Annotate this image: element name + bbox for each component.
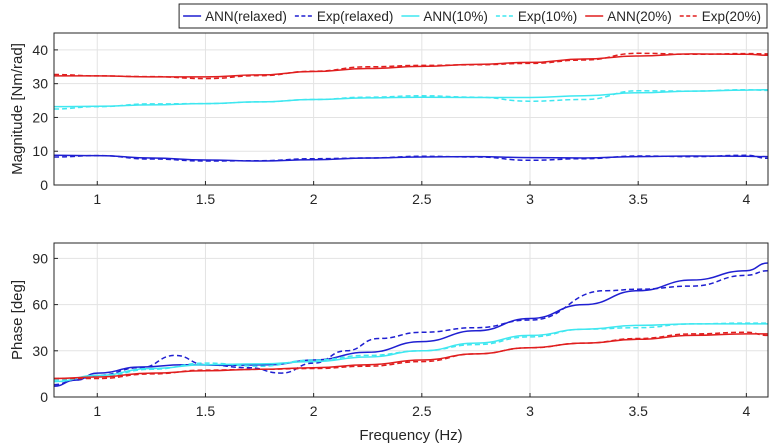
x-tick-label: 1.5 <box>196 191 216 207</box>
x-tick-label: 2 <box>310 191 318 207</box>
x-tick-label: 4 <box>742 191 750 207</box>
y-tick-label: 30 <box>32 76 48 92</box>
phase-plot: 1 1.5 2 2.5 3 3.5 4 0 30 60 90 Phase [deg] Frequency… <box>9 242 769 444</box>
legend-label: Exp(20%) <box>702 9 761 24</box>
series-line <box>54 322 768 381</box>
x-tick-label: 3 <box>526 403 534 419</box>
series-line <box>54 269 768 386</box>
series-line <box>54 154 768 162</box>
legend-label: Exp(relaxed) <box>317 9 394 24</box>
y-axis-label: Magnitude [Nm/rad] <box>9 43 26 175</box>
legend-label: ANN(20%) <box>607 9 672 24</box>
legend-label: ANN(relaxed) <box>205 9 287 24</box>
legend-frame <box>178 3 768 29</box>
y-tick-label: 0 <box>40 389 48 405</box>
y-axis-label: Phase [deg] <box>9 280 26 360</box>
x-tick-label: 1 <box>93 191 101 207</box>
x-tick-label: 1 <box>93 403 101 419</box>
y-tick-label: 30 <box>32 343 48 359</box>
y-tick-label: 20 <box>32 109 48 125</box>
y-tick-label: 60 <box>32 297 48 313</box>
x-tick-label: 3.5 <box>628 403 648 419</box>
x-tick-label: 4 <box>742 403 750 419</box>
axes-box <box>53 32 769 186</box>
legend-label: Exp(10%) <box>518 9 577 24</box>
x-tick-label: 2 <box>310 403 318 419</box>
x-tick-label: 2.5 <box>412 403 432 419</box>
x-tick-label: 3.5 <box>628 191 648 207</box>
y-tick-label: 0 <box>40 177 48 193</box>
legend: ANN(relaxed) Exp(relaxed) ANN(10%) Exp(10%)… <box>178 3 768 29</box>
x-tick-label: 2.5 <box>412 191 432 207</box>
series-line <box>54 88 768 108</box>
legend-label: ANN(10%) <box>423 9 488 24</box>
series-line <box>54 88 768 110</box>
y-tick-label: 10 <box>32 143 48 159</box>
y-tick-label: 90 <box>32 250 48 266</box>
x-tick-label: 3 <box>526 191 534 207</box>
axes-box <box>53 242 769 398</box>
x-tick-label: 1.5 <box>196 403 216 419</box>
series-line <box>54 52 768 80</box>
y-tick-label: 40 <box>32 42 48 58</box>
x-axis-label: Frequency (Hz) <box>359 427 462 444</box>
series-line <box>54 331 768 380</box>
